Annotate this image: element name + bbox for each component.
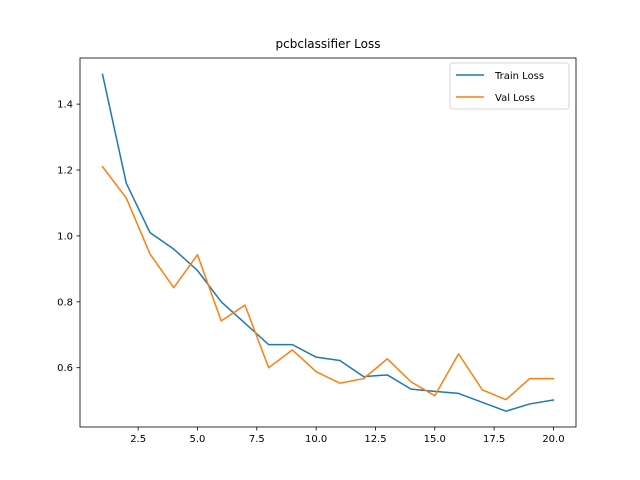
y-axis: 0.6 0.8 1.0 1.2 1.4 — [57, 100, 80, 374]
series-line-train-loss — [101, 73, 555, 412]
x-tick-label: 17.5 — [483, 434, 505, 445]
legend: Train Loss Val Loss — [449, 62, 570, 110]
x-tick-label: 10.0 — [305, 434, 327, 445]
plot-lines — [101, 73, 555, 412]
legend-label: Val Loss — [495, 93, 535, 104]
x-tick-label: 20.0 — [542, 434, 564, 445]
legend-label: Train Loss — [494, 71, 544, 82]
y-tick-label: 1.4 — [57, 100, 73, 111]
x-tick-label: 5.0 — [190, 434, 206, 445]
x-tick-label: 15.0 — [424, 434, 446, 445]
plot-frame — [79, 57, 577, 428]
x-tick-label: 7.5 — [249, 434, 265, 445]
series-line-val-loss — [101, 165, 555, 401]
y-tick-label: 1.0 — [57, 231, 73, 242]
x-tick-label: 12.5 — [364, 434, 386, 445]
y-tick-label: 0.6 — [57, 363, 73, 374]
chart-title: pcbclassifier Loss — [276, 37, 381, 51]
x-tick-label: 2.5 — [130, 434, 146, 445]
x-axis: 2.5 5.0 7.5 10.0 12.5 15.0 17.5 20.0 — [130, 427, 565, 445]
y-tick-label: 1.2 — [57, 166, 73, 177]
y-tick-label: 0.8 — [57, 297, 73, 308]
